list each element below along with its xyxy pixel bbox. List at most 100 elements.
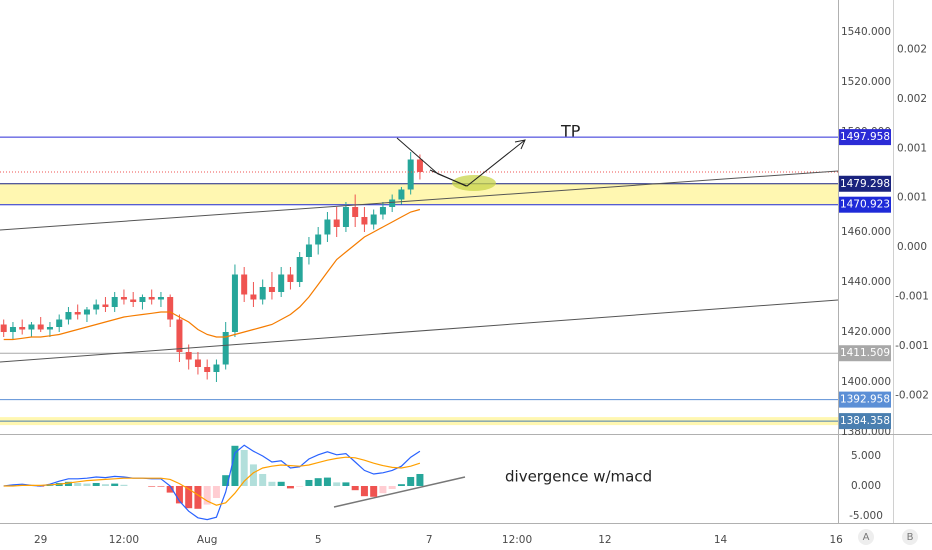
histogram-bar (194, 485, 202, 509)
candle-body (111, 297, 118, 307)
scale-button[interactable] (902, 529, 918, 545)
histogram-bar (157, 485, 165, 487)
x-tick-label: 29 (34, 534, 47, 546)
path-line (429, 169, 467, 187)
level-label-box (839, 391, 891, 408)
y2-tick-label: 0.000 (897, 241, 927, 253)
candle-body (315, 234, 322, 245)
x-tick-label: 12:00 (109, 534, 139, 546)
scale-button-label[interactable]: B (907, 532, 914, 543)
y2-tick-label: 0.002 (897, 93, 927, 105)
scale-button-label[interactable]: A (863, 532, 870, 543)
candle-body (278, 274, 285, 292)
histogram-bar (203, 485, 211, 505)
histogram-bar (83, 483, 91, 486)
histogram-bar (175, 485, 183, 504)
level-label-box (839, 413, 891, 430)
candle-body (157, 297, 164, 300)
candle-body (259, 287, 266, 300)
y2-tick-label: 0.001 (897, 142, 927, 154)
level-label: 1470.923 (840, 199, 890, 211)
level-label: 1497.958 (840, 131, 890, 143)
level-label: 1411.509 (840, 347, 890, 359)
x-tick-label: 7 (426, 534, 433, 546)
candle-body (28, 324, 35, 330)
candle-body (416, 159, 423, 172)
histogram-bar (397, 484, 405, 486)
macd-tick-label: 0.000 (851, 480, 881, 492)
candle-body (130, 299, 137, 302)
y-tick-label: 1420.000 (841, 326, 891, 338)
macd-line (3, 456, 421, 506)
candle-body (342, 207, 349, 227)
candle-body (352, 207, 359, 217)
drawings (0, 137, 839, 508)
x-tick-label: 12:00 (502, 534, 532, 546)
histogram-bar (74, 482, 82, 486)
candle-body (361, 217, 368, 225)
histogram-bar (46, 485, 54, 486)
candle-body (37, 324, 44, 330)
level-label-box (839, 345, 891, 362)
candle-body (204, 367, 211, 372)
histogram-bar (351, 485, 359, 491)
candle-body (407, 159, 414, 190)
candle-body (139, 297, 146, 302)
annotation: divergence w/macd (505, 468, 652, 486)
level-label: 1384.358 (840, 415, 890, 427)
candle-body (120, 297, 127, 300)
y-tick-label: 1400.000 (841, 376, 891, 388)
x-tick-label: 16 (829, 534, 843, 546)
candle-body (83, 309, 90, 315)
candle-body (370, 214, 377, 225)
candle-body (213, 364, 220, 372)
histogram-bar (416, 473, 424, 486)
trend-line (0, 170, 839, 231)
divergence-line (333, 476, 466, 508)
histogram-bar (305, 479, 313, 486)
histogram-bar (379, 485, 387, 494)
histogram-bar (259, 473, 267, 486)
histogram-bar (370, 485, 378, 497)
macd-pane (3, 444, 424, 521)
candle-body (102, 304, 109, 307)
macd-tick-label: -5.000 (849, 510, 883, 522)
histogram-bar (286, 485, 294, 489)
macd-tick-label: 5.000 (851, 450, 881, 462)
candle-body (9, 327, 16, 332)
histogram-bar (101, 484, 109, 486)
candle-body (241, 274, 248, 295)
candle-body (333, 219, 340, 227)
moving-average (3, 208, 421, 341)
histogram-bar (166, 485, 174, 493)
y-tick-label: 1440.000 (841, 276, 891, 288)
trend-line (0, 299, 839, 363)
x-tick-label: 5 (315, 534, 322, 546)
histogram-bar (120, 484, 128, 486)
candle-body (231, 274, 238, 332)
histogram-bar (407, 476, 415, 486)
candle-body (93, 304, 100, 310)
candle-body (194, 359, 201, 367)
y-tick-label: 1540.000 (841, 26, 891, 38)
candle-body (56, 319, 63, 327)
histogram-bar (92, 482, 100, 486)
scale-button[interactable] (858, 529, 874, 545)
y2-tick-label: 0.002 (897, 43, 927, 55)
histogram-bar (268, 481, 276, 486)
level-label-box (839, 196, 891, 213)
candle-body (148, 297, 155, 300)
y-tick-label: 1520.000 (841, 76, 891, 88)
y2-tick-label: -0.002 (895, 389, 929, 401)
histogram-bar (342, 482, 350, 486)
level-label-box (839, 129, 891, 146)
x-tick-label: 12 (598, 534, 611, 546)
histogram-bar (333, 482, 341, 486)
histogram-bar (277, 481, 285, 486)
candle-body (167, 297, 174, 320)
x-tick-label: Aug (197, 534, 218, 546)
histogram-bar (212, 485, 220, 498)
y-tick-label: 1460.000 (841, 226, 891, 238)
bands (0, 136, 838, 426)
